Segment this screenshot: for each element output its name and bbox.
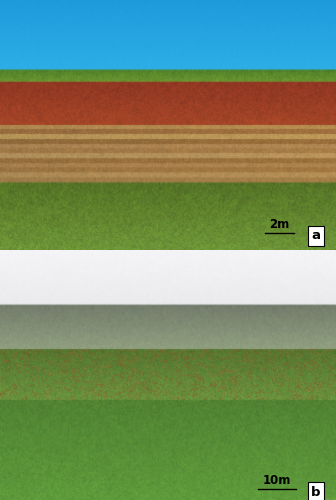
Text: 2m: 2m — [269, 218, 289, 231]
Text: b: b — [311, 486, 321, 498]
Text: 10m: 10m — [263, 474, 291, 487]
Text: a: a — [311, 230, 321, 242]
